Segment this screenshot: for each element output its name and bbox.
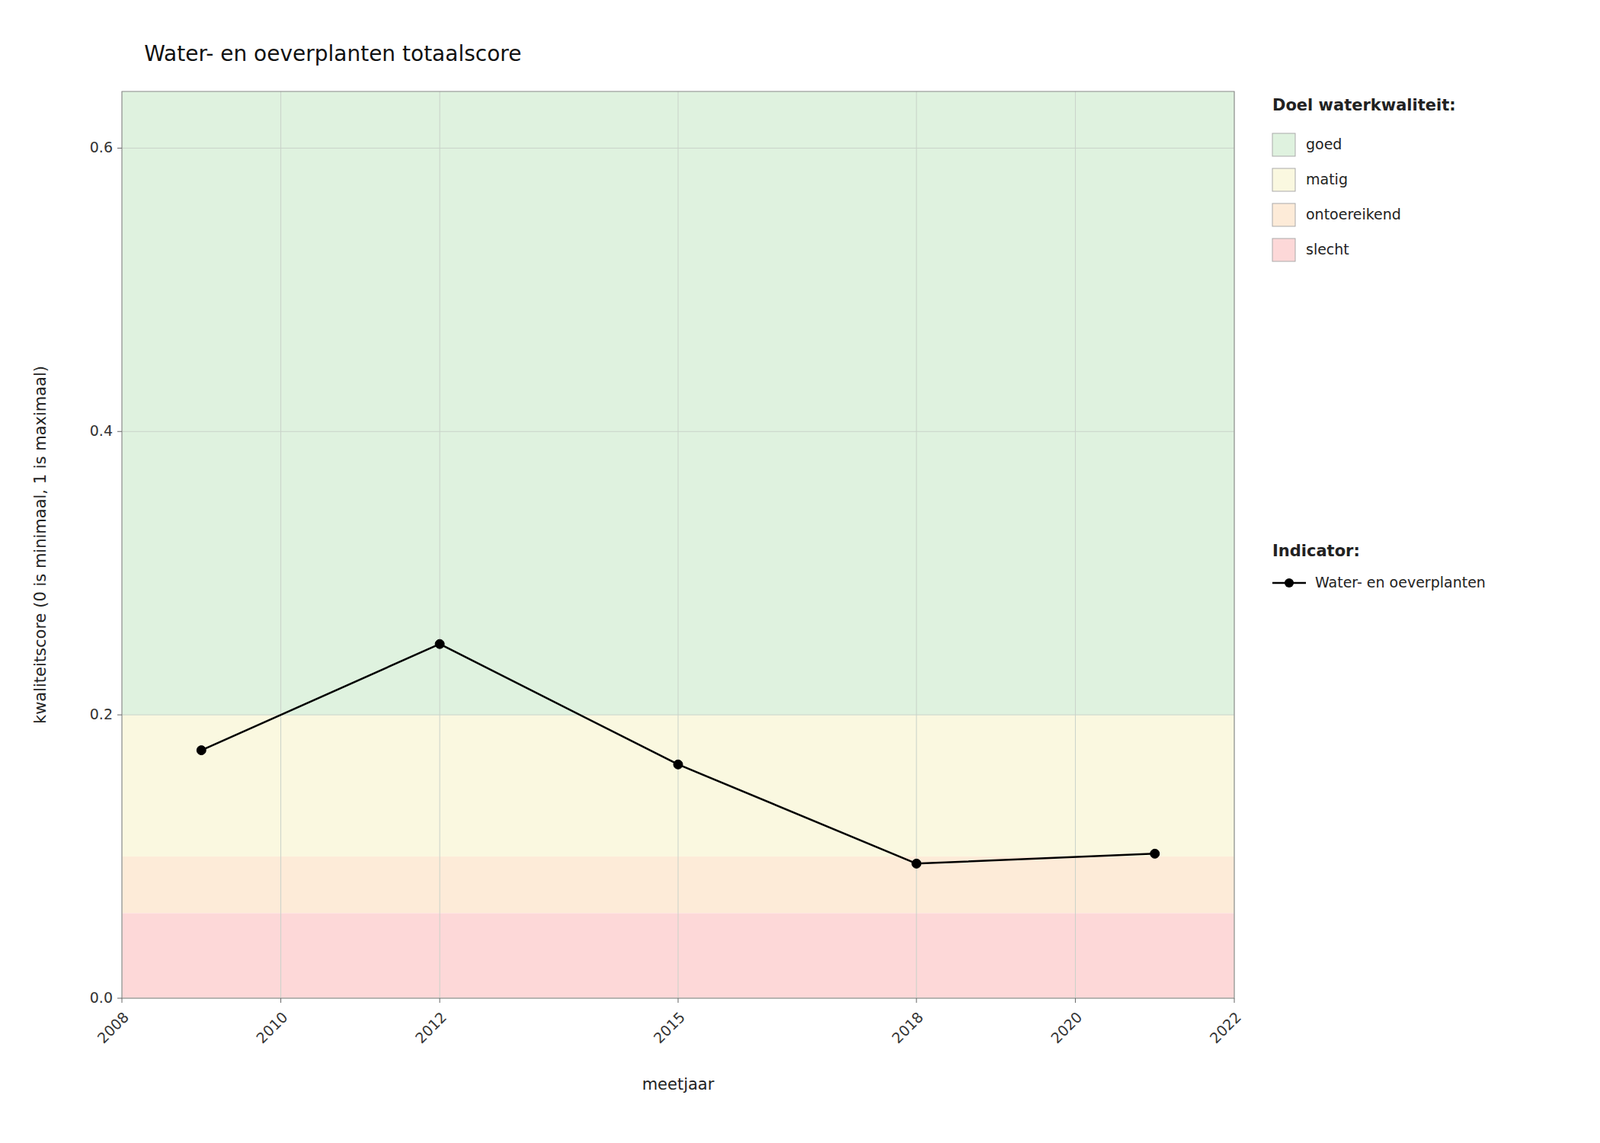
data-point — [673, 759, 683, 769]
tick-label-x: 2012 — [411, 1008, 450, 1047]
tick-x — [439, 998, 441, 1003]
tick-label-y: 0.2 — [89, 705, 113, 723]
legend-swatch — [1272, 168, 1296, 192]
tick-y — [117, 714, 122, 716]
background — [0, 0, 1600, 1143]
grid-line-x — [280, 91, 282, 999]
chart-title: Water- en oeverplanten totaalscore — [144, 41, 522, 67]
tick-x — [915, 998, 917, 1003]
grid-line-x — [678, 91, 679, 999]
tick-y — [117, 431, 122, 432]
tick-x — [121, 998, 123, 1003]
tick-label-x: 2015 — [649, 1008, 688, 1047]
tick-label-y: 0.0 — [89, 988, 113, 1006]
tick-label-x: 2008 — [93, 1008, 132, 1047]
data-point — [196, 745, 206, 756]
data-point — [435, 639, 445, 649]
plot-frame — [121, 91, 1235, 999]
legend-label: matig — [1305, 170, 1348, 188]
bands — [121, 91, 1235, 999]
tick-x — [280, 998, 282, 1003]
tick-x — [1234, 998, 1236, 1003]
grid-line-x — [439, 91, 441, 999]
grid-line-x — [1075, 91, 1076, 999]
data — [196, 639, 1159, 868]
axes: 0.0 0.2 0.4 0.6 2008 2010 2012 2015 2018 2020 2022 — [89, 138, 1245, 1047]
legend-label: Water- en oeverplanten — [1315, 573, 1486, 591]
x-axis-title: meetjaar — [642, 1075, 715, 1094]
tick-label-x: 2022 — [1206, 1008, 1245, 1047]
legend: Doel waterkwaliteit: goed matig ontoereiken… — [1272, 96, 1486, 590]
legend-label: slecht — [1305, 240, 1350, 258]
data-point — [912, 858, 922, 868]
tick-x — [1075, 998, 1076, 1003]
chart: 0.0 0.2 0.4 0.6 2008 2010 2012 2015 2018 2020 2022… — [0, 0, 1600, 1143]
tick-label-y: 0.6 — [89, 138, 113, 156]
tick-label-y: 0.4 — [89, 422, 113, 439]
tick-y — [117, 147, 122, 149]
tick-y — [117, 998, 122, 999]
legend-swatch — [1272, 133, 1296, 157]
tick-x — [678, 998, 679, 1003]
tick-label-x: 2018 — [888, 1008, 927, 1047]
legend-swatch — [1272, 238, 1296, 262]
legend-title: Doel waterkwaliteit: — [1272, 96, 1456, 115]
legend-label: goed — [1305, 135, 1342, 153]
legend-label: ontoereikend — [1305, 205, 1402, 223]
y-axis-title: kwaliteitscore (0 is minimaal, 1 is maxi… — [31, 365, 50, 724]
legend-marker — [1284, 578, 1294, 588]
legend-title: Indicator: — [1272, 541, 1360, 560]
legend-swatch — [1272, 203, 1296, 227]
data-point — [1150, 848, 1160, 858]
tick-label-x: 2020 — [1047, 1008, 1086, 1047]
tick-label-x: 2010 — [252, 1008, 292, 1047]
series-line — [201, 643, 1155, 864]
grid — [121, 91, 1235, 999]
